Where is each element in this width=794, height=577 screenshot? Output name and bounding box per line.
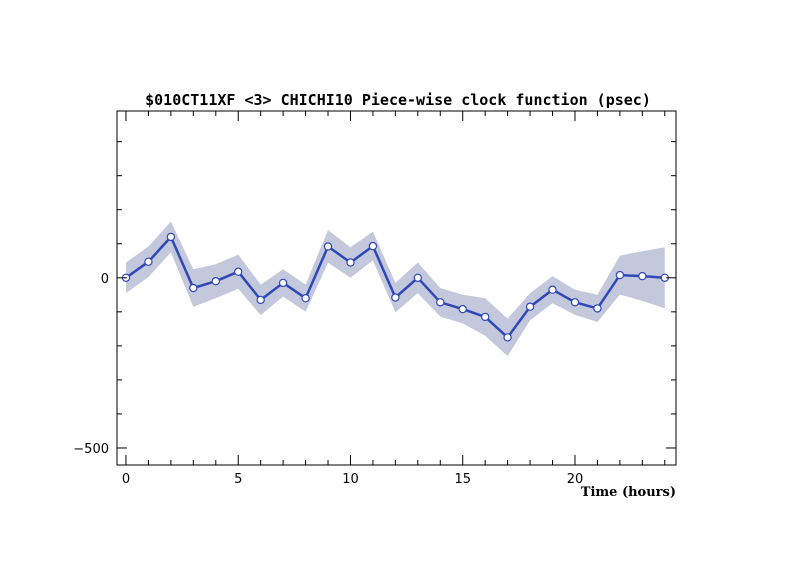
x-tick-label: 10 bbox=[342, 472, 359, 487]
x-axis: 0 5 10 15 20 bbox=[122, 111, 666, 487]
x-tick-label: 5 bbox=[234, 472, 242, 487]
chart-title: $010CT11XF <3> CHICHI10 Piece-wise clock… bbox=[145, 91, 651, 109]
data-point bbox=[503, 333, 512, 342]
plot-frame bbox=[116, 110, 677, 466]
data-point bbox=[525, 302, 535, 311]
data-point bbox=[638, 271, 647, 281]
y-axis: 0 −500 bbox=[73, 141, 676, 457]
data-point bbox=[144, 257, 153, 266]
data-points-layer bbox=[121, 232, 670, 342]
data-point bbox=[593, 304, 602, 313]
data-point bbox=[570, 298, 580, 307]
data-point bbox=[301, 294, 310, 303]
data-point bbox=[346, 258, 355, 267]
data-point bbox=[323, 242, 333, 251]
data-point bbox=[166, 232, 176, 242]
data-point bbox=[615, 270, 625, 280]
x-tick-label: 0 bbox=[122, 472, 130, 487]
y-tick-label: 0 bbox=[101, 272, 109, 287]
data-point bbox=[233, 267, 243, 276]
x-tick-label: 20 bbox=[567, 472, 584, 487]
data-point bbox=[436, 298, 445, 307]
data-point bbox=[368, 241, 378, 251]
data-point bbox=[458, 304, 467, 314]
confidence-band-layer bbox=[126, 221, 665, 357]
data-point bbox=[211, 277, 220, 286]
x-tick-label: 15 bbox=[454, 472, 471, 487]
data-point bbox=[481, 312, 490, 322]
data-point bbox=[548, 285, 557, 294]
data-point bbox=[189, 283, 198, 293]
data-point bbox=[256, 295, 265, 305]
y-tick-label: −500 bbox=[73, 442, 109, 457]
data-point bbox=[413, 273, 422, 282]
confidence-band bbox=[126, 221, 665, 357]
x-axis-label: Time (hours) bbox=[581, 485, 676, 500]
data-point bbox=[278, 278, 288, 288]
data-point bbox=[391, 293, 400, 302]
